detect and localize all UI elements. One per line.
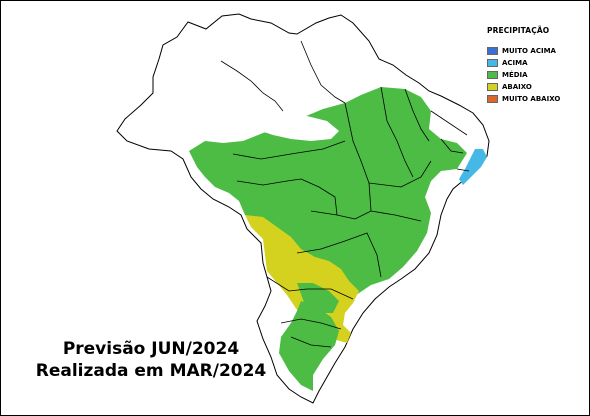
legend-label: MUITO ABAIXO [502,95,561,103]
legend-label: ACIMA [502,59,528,67]
legend-items: MUITO ACIMA ACIMA MÉDIA ABAIXO MUITO ABAIXO [487,46,587,104]
legend: PRECIPITAÇÃO MUITO ACIMA ACIMA MÉDIA ABAIXO… [487,26,587,106]
legend-item: MUITO ACIMA [487,46,587,56]
caption-line-2: Realizada em MAR/2024 [35,361,267,381]
legend-item: ABAIXO [487,82,587,92]
legend-item: MÉDIA [487,70,587,80]
legend-title: PRECIPITAÇÃO [487,26,550,35]
region-northern-gap [259,115,339,141]
legend-swatch [487,95,498,103]
legend-item: MUITO ABAIXO [487,94,587,104]
state-borders [220,40,470,348]
legend-item: ACIMA [487,58,587,68]
legend-swatch [487,59,498,67]
legend-label: ABAIXO [502,83,532,91]
caption-line-1: Previsão JUN/2024 [62,339,240,359]
legend-swatch [487,47,498,55]
legend-swatch [487,83,498,91]
map-caption: Previsão JUN/2024 Realizada em MAR/2024 [1,338,301,382]
legend-swatch [487,71,498,79]
legend-label: MÉDIA [502,71,528,79]
legend-label: MUITO ACIMA [502,47,556,55]
region-media [189,87,467,301]
region-acima [459,149,487,185]
region-media-mid [297,283,339,313]
